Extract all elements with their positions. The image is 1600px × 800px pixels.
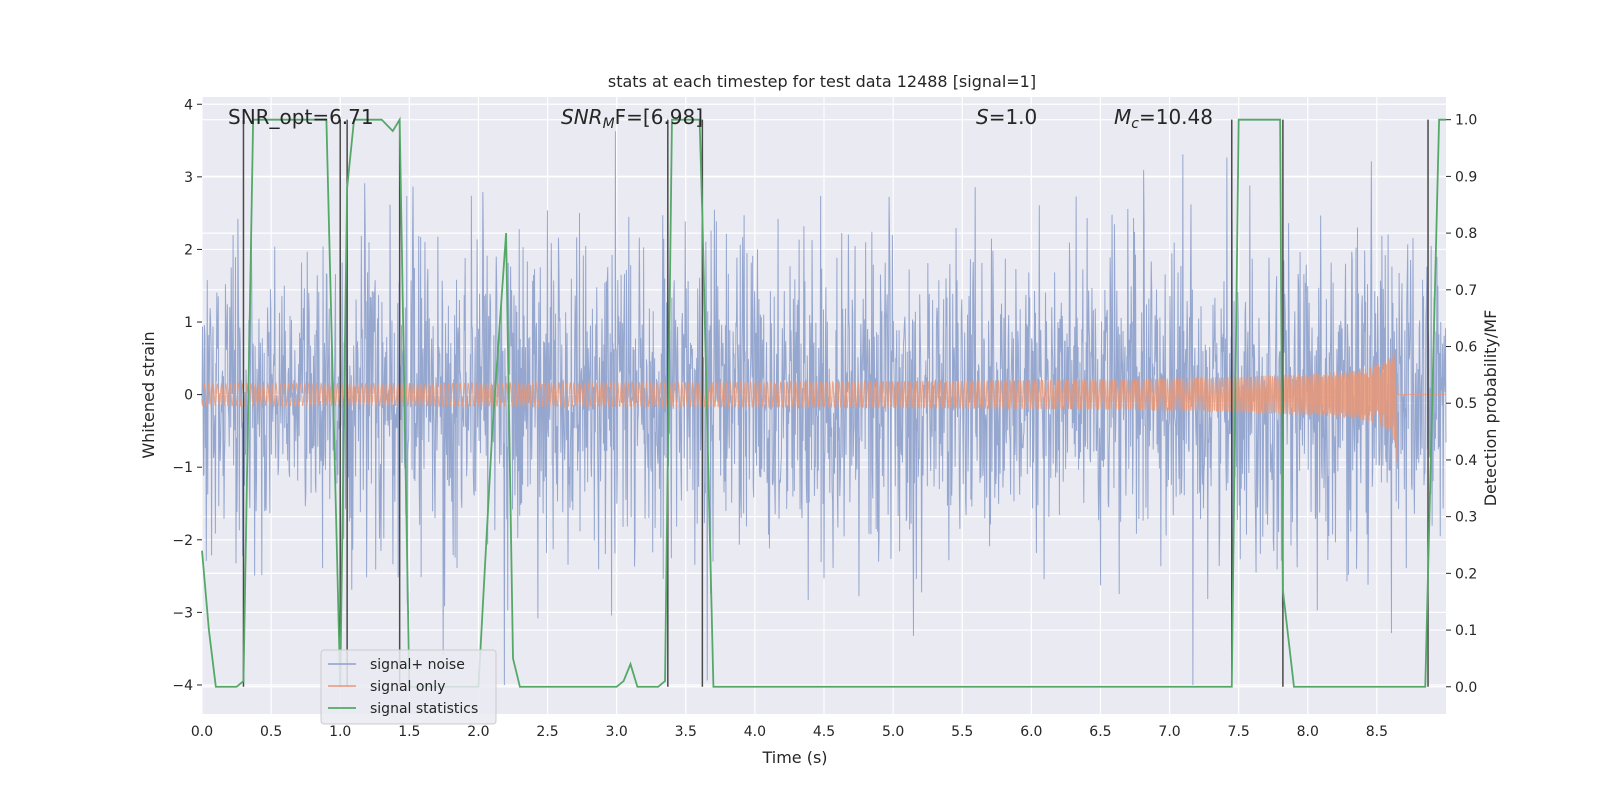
y-tick-label: 3 [184,170,193,186]
y-tick-label: 1 [184,315,193,331]
snr-opt-annotation: SNR_opt=6.71 [228,105,374,129]
mc-rest: =10.48 [1139,105,1213,129]
x-tick-label: 6.0 [1020,724,1042,740]
x-tick-label: 4.0 [744,724,766,740]
chart-title: stats at each timestep for test data 124… [608,72,1036,91]
y2-tick-label: 0.5 [1455,396,1477,412]
x-tick-label: 2.0 [467,724,489,740]
y-tick-label: −1 [172,460,193,476]
legend-label-noise: signal+ noise [370,657,465,673]
x-tick-label: 8.0 [1297,724,1319,740]
y2-axis-title: Detection probability/MF [1481,310,1500,507]
legend-label-statistics: signal statistics [370,701,478,717]
signal-series [201,349,1446,463]
x-tick-label: 5.5 [951,724,973,740]
snr-mf-rest: F=[6.98] [615,105,703,129]
x-tick-label: 0.5 [260,724,282,740]
y-axis-title: Whitened strain [139,331,158,458]
y2-tick-label: 0.9 [1455,169,1477,185]
statistics-line [201,116,1446,688]
x-tick-label: 3.5 [675,724,697,740]
axes: 0.0 0.5 1.0 1.5 2.0 2.5 3.0 3.5 4.0 4.5 5.0 5.5 6.0 6… [172,97,1477,740]
legend-box [320,649,497,725]
x-tick-label: 4.5 [813,724,835,740]
signal-line [201,349,1446,463]
y2-tick-label: 1.0 [1455,113,1477,129]
legend: signal+ noise signal only signal statist… [320,649,497,725]
y2-tick-label: 0.8 [1455,226,1477,242]
y2-tick-label: 0.1 [1455,623,1477,639]
y2-tick-label: 0.6 [1455,340,1477,356]
y-tick-label: 4 [184,97,193,113]
mc-main: M [1114,105,1131,129]
s-main: S [976,105,989,129]
x-tick-label: 2.5 [536,724,558,740]
x-tick-label: 1.0 [329,724,351,740]
x-tick-label: 7.5 [1228,724,1250,740]
x-tick-label: 1.5 [398,724,420,740]
y-tick-label: 0 [184,388,193,404]
statistics-series [201,116,1446,688]
y2-tick-label: 0.0 [1455,680,1477,696]
mc-annotation: Mc=10.48 [1114,105,1213,132]
mc-sub: c [1131,116,1139,132]
y-tick-label: −2 [172,533,193,549]
x-tick-label: 7.0 [1158,724,1180,740]
s-rest: =1.0 [989,105,1038,129]
x-axis-title: Time (s) [761,748,827,767]
snr-mf-main: SNR [561,105,603,129]
x-tick-label: 6.5 [1089,724,1111,740]
snr-mf-annotation: SNRMF=[6.98] [561,105,703,132]
x-tick-label: 3.0 [606,724,628,740]
x-tick-label: 5.0 [882,724,904,740]
y-tick-label: −3 [172,605,193,621]
y2-tick-label: 0.2 [1455,566,1477,582]
y2-tick-label: 0.4 [1455,453,1477,469]
y2-tick-label: 0.3 [1455,510,1477,526]
y2-tick-label: 0.7 [1455,283,1477,299]
snr-mf-sub: M [603,116,615,132]
x-tick-label: 0.0 [191,724,213,740]
y-tick-label: 2 [184,242,193,258]
s-annotation: S=1.0 [976,105,1037,129]
x-tick-label: 8.5 [1366,724,1388,740]
y-tick-label: −4 [172,678,193,694]
legend-label-signal: signal only [370,679,445,695]
